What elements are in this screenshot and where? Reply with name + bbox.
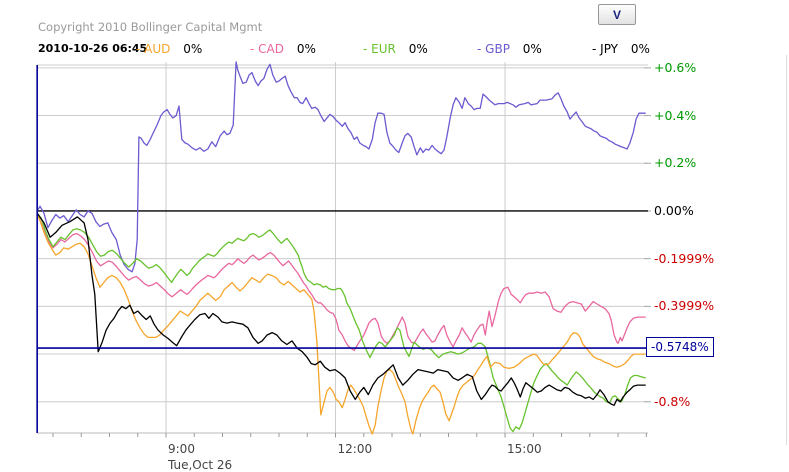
series-line-gbp xyxy=(36,61,646,273)
legend-symbol: CAD xyxy=(258,42,284,56)
legend-dash: - xyxy=(250,42,255,56)
legend-item-aud: - AUD 0% xyxy=(136,42,202,56)
y-axis-label: +0.2% xyxy=(654,155,697,171)
x-axis-date-label: Tue,Oct 26 xyxy=(168,458,233,472)
legend-dash: - xyxy=(592,42,597,56)
legend-value: 0% xyxy=(522,42,542,56)
legend-symbol: EUR xyxy=(371,42,396,56)
y-axis-label: -0.1999% xyxy=(654,250,715,266)
legend-value: 0% xyxy=(408,42,428,56)
legend-item-eur: - EUR 0% xyxy=(363,42,428,56)
legend-dash: - xyxy=(477,42,482,56)
dropdown-v-button[interactable]: V xyxy=(598,4,636,25)
legend-symbol: GBP xyxy=(485,42,510,56)
y-axis-label: +0.6% xyxy=(654,59,697,75)
legend-value: 0% xyxy=(630,42,650,56)
legend-item-jpy: - JPY 0% xyxy=(592,42,650,56)
crosshair-value-box: -0.5748% xyxy=(646,337,714,357)
y-axis-label: 0.00% xyxy=(654,202,694,218)
y-axis-label: +0.4% xyxy=(654,107,697,123)
x-axis-label: 12:00 xyxy=(337,442,373,456)
legend-dash: - xyxy=(136,42,141,56)
y-axis-label: -0.3999% xyxy=(654,298,715,314)
panel-right-border xyxy=(786,55,787,445)
legend-item-cad: - CAD 0% xyxy=(250,42,316,56)
legend-value: 0% xyxy=(183,42,203,56)
series-line-jpy xyxy=(36,212,646,406)
series-line-eur xyxy=(36,212,646,433)
legend-value: 0% xyxy=(296,42,316,56)
copyright-text: Copyright 2010 Bollinger Capital Mgmt xyxy=(38,20,263,34)
legend-item-gbp: - GBP 0% xyxy=(477,42,542,56)
x-axis-label: 9:00 xyxy=(168,442,195,456)
legend-symbol: JPY xyxy=(600,42,619,56)
x-axis-label: 15:00 xyxy=(507,442,542,456)
y-axis-label: -0.8% xyxy=(654,393,691,409)
series-line-aud xyxy=(36,213,646,435)
legend-symbol: AUD xyxy=(144,42,171,56)
series-line-cad xyxy=(36,213,646,352)
cursor-timestamp: 2010-10-26 06:45 xyxy=(38,42,148,55)
legend-dash: - xyxy=(363,42,368,56)
